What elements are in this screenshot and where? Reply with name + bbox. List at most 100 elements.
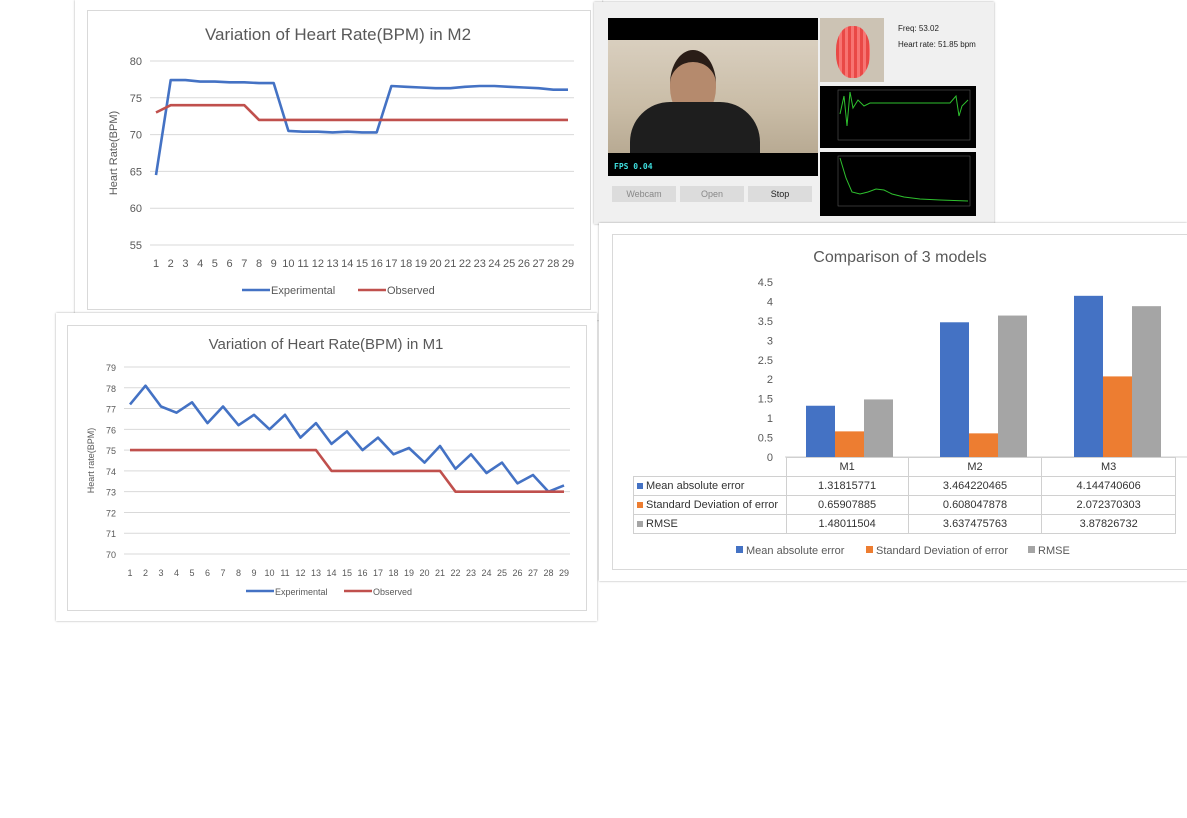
y-tick-label: 70 [130, 130, 142, 142]
table-header-m1: M1 [785, 457, 909, 477]
y-tick-label: 55 [130, 240, 142, 252]
table-cell: 3.87826732 [1041, 514, 1176, 534]
x-tick-label: 18 [400, 258, 412, 270]
x-tick-label: 28 [547, 258, 559, 270]
y-tick-label: 73 [106, 488, 116, 498]
table-cell: 4.144740606 [1041, 476, 1176, 496]
x-tick-label: 1 [127, 568, 132, 578]
stop-button[interactable]: Stop [748, 186, 812, 202]
x-tick-label: 4 [197, 258, 203, 270]
x-tick-label: 6 [227, 258, 233, 270]
x-tick-label: 29 [559, 568, 569, 578]
x-tick-label: 23 [474, 258, 486, 270]
mae-label: Mean absolute error [646, 480, 745, 492]
x-tick-label: 9 [251, 568, 256, 578]
table-row-label-sd: Standard Deviation of error [633, 495, 787, 515]
signal-plot [820, 86, 976, 148]
x-tick-label: 21 [435, 568, 445, 578]
table-row-label-mae: Mean absolute error [633, 476, 787, 496]
face-roi-thumbnail [820, 18, 884, 82]
table-header-m3: M3 [1041, 457, 1176, 477]
m2-chart-frame [87, 10, 591, 310]
chart-title: Comparison of 3 models [813, 249, 986, 266]
m2-line-chart: Variation of Heart Rate(BPM) in M2 Heart … [108, 25, 574, 297]
webcam-button[interactable]: Webcam [612, 186, 676, 202]
y-tick-label: 3.5 [758, 316, 773, 328]
y-tick-label: 1 [767, 413, 773, 425]
x-tick-label: 22 [459, 258, 471, 270]
bar-m3-mean-absolute-error [1074, 295, 1103, 457]
x-tick-label: 26 [518, 258, 530, 270]
x-tick-label: 2 [168, 258, 174, 270]
x-tick-label: 29 [562, 258, 574, 270]
table-cell: 1.31815771 [785, 476, 909, 496]
x-tick-label: 23 [466, 568, 476, 578]
x-tick-label: 13 [311, 568, 321, 578]
fft-plot-svg [837, 155, 971, 207]
x-tick-label: 18 [388, 568, 398, 578]
y-tick-label: 79 [106, 363, 116, 373]
table-row: Mean absolute error 1.31815771 3.4642204… [633, 476, 1176, 496]
legend-swatch [866, 546, 873, 553]
x-tick-label: 24 [488, 258, 500, 270]
x-tick-label: 19 [415, 258, 427, 270]
open-button[interactable]: Open [680, 186, 744, 202]
legend-label: Standard Deviation of error [876, 545, 1008, 557]
legend-label-observed: Observed [387, 285, 435, 297]
fft-trace [839, 157, 969, 202]
x-tick-label: 3 [182, 258, 188, 270]
y-tick-label: 72 [106, 508, 116, 518]
legend-label-experimental: Experimental [271, 285, 335, 297]
series-line-observed [130, 448, 564, 493]
x-tick-label: 27 [528, 568, 538, 578]
bar-m3-rmse [1132, 306, 1161, 457]
x-tick-label: 11 [280, 568, 289, 578]
x-tick-label: 11 [297, 258, 308, 270]
table-row: Standard Deviation of error 0.65907885 0… [633, 495, 1176, 515]
y-tick-label: 4 [767, 296, 773, 308]
x-tick-label: 20 [429, 258, 441, 270]
m1-chart-frame [67, 325, 587, 611]
chart-title: Variation of Heart Rate(BPM) in M1 [209, 336, 444, 353]
x-tick-label: 10 [282, 258, 294, 270]
y-tick-label: 75 [106, 446, 116, 456]
table-header-m2: M2 [907, 457, 1043, 477]
x-tick-label: 9 [271, 258, 277, 270]
table-header-row: M1 M2 M3 [633, 457, 1176, 477]
bar-m3-standard-deviation-of-error [1103, 376, 1132, 457]
series-line-observed [155, 103, 568, 122]
fft-plot [820, 152, 976, 216]
table-cell: 0.608047878 [907, 495, 1043, 515]
sd-label: Standard Deviation of error [646, 499, 779, 511]
x-tick-label: 6 [205, 568, 210, 578]
x-tick-label: 3 [158, 568, 163, 578]
x-tick-label: 8 [236, 568, 241, 578]
y-tick-label: 65 [130, 166, 142, 178]
x-tick-label: 12 [312, 258, 324, 270]
table-corner-cell [633, 457, 787, 477]
m1-line-chart: Variation of Heart Rate(BPM) in M1 Heart … [86, 336, 570, 597]
rmse-swatch [637, 521, 643, 528]
bar-m2-standard-deviation-of-error [969, 433, 998, 457]
y-tick-label: 4.5 [758, 277, 773, 289]
x-tick-label: 24 [481, 568, 491, 578]
legend-label: RMSE [1038, 545, 1070, 557]
video-frame [608, 40, 818, 153]
comparison-chart-panel: Comparison of 3 models 0 0.5 1 1.5 2 2.5 3 3.5 4 4… [599, 223, 1187, 581]
bar-m1-rmse [864, 399, 893, 457]
signal-trace [839, 91, 969, 127]
legend-swatch [736, 546, 743, 553]
x-tick-label: 21 [444, 258, 456, 270]
table-cell: 2.072370303 [1041, 495, 1176, 515]
x-tick-label: 25 [503, 258, 515, 270]
heart-rate-label: Heart rate: 51.85 bpm [898, 40, 976, 49]
x-tick-label: 16 [357, 568, 367, 578]
y-tick-label: 3 [767, 335, 773, 347]
x-tick-label: 17 [373, 568, 383, 578]
rmse-label: RMSE [646, 518, 678, 530]
fps-readout: FPS 0.04 [614, 162, 653, 171]
x-tick-label: 12 [295, 568, 305, 578]
bar-m1-standard-deviation-of-error [835, 431, 864, 457]
x-tick-label: 14 [341, 258, 353, 270]
table-row: RMSE 1.48011504 3.637475763 3.87826732 [633, 514, 1176, 534]
